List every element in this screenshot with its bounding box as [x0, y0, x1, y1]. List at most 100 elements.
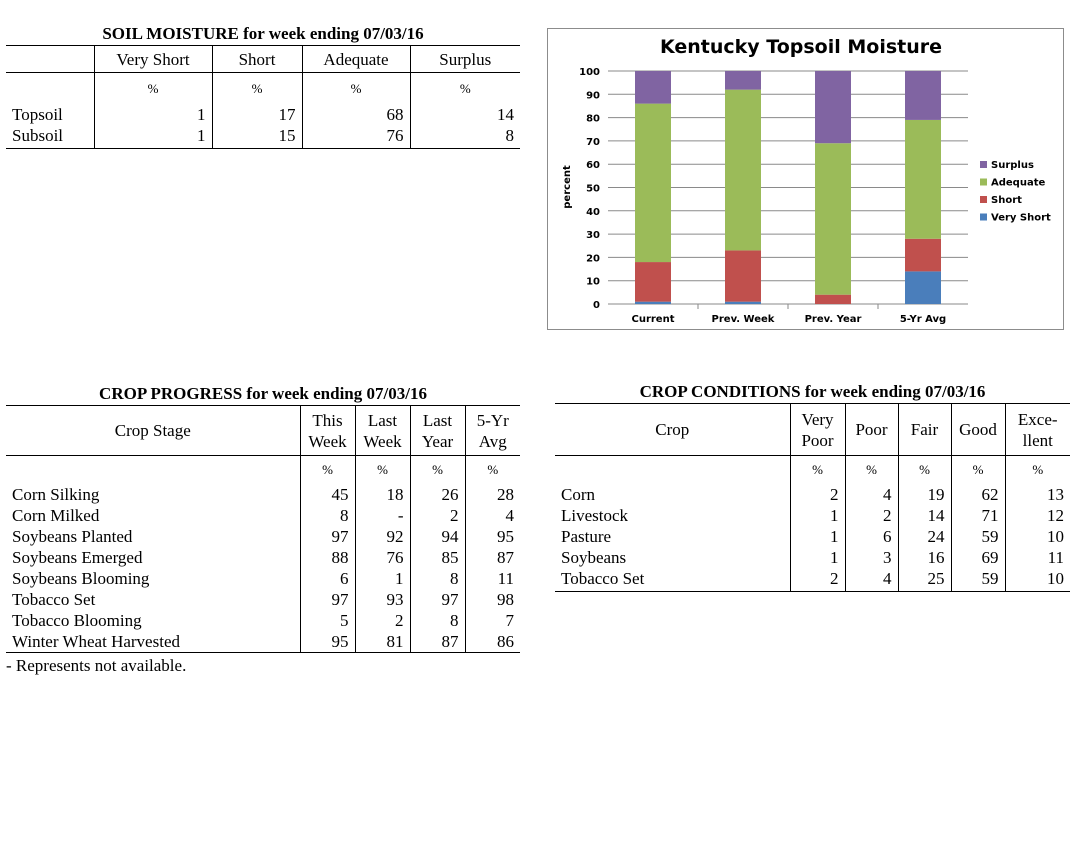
bar-segment-adequate: [635, 103, 671, 263]
cell-value: 4: [844, 567, 898, 592]
cell-value: 10: [1004, 525, 1070, 547]
cell-value: 2: [789, 483, 845, 505]
cell-value: 95: [299, 630, 355, 652]
chart-y-axis-label: percent: [562, 165, 573, 209]
cell-value: 1: [789, 504, 845, 526]
unit-label: %: [93, 72, 212, 104]
x-tick-label: Prev. Week: [712, 314, 775, 325]
legend-swatch: [980, 213, 987, 221]
y-tick-label: 60: [586, 160, 600, 171]
col-header-fair: Fair: [897, 403, 951, 456]
cell-value: 1: [789, 525, 845, 547]
y-tick-label: 90: [586, 90, 600, 101]
table-row: Soybeans Emerged 88 76 85 87: [6, 546, 520, 568]
x-tick-label: Prev. Year: [805, 314, 862, 325]
bar-segment-very-short: [725, 301, 761, 304]
crop-progress-table: Crop Stage This Week Last Week Last Year 5-…: [6, 405, 520, 653]
table-row: Livestock 1 2 14 71 12: [555, 504, 1070, 526]
cell-value: 1: [789, 546, 845, 568]
cell-value: 7: [464, 609, 520, 631]
row-label: Soybeans Planted: [12, 526, 133, 546]
legend-swatch: [980, 178, 987, 186]
table-row: Corn 2 4 19 62 13: [555, 483, 1070, 505]
table-row: Soybeans 1 3 16 69 11: [555, 546, 1070, 568]
table-row: Corn Milked 8-2 4: [6, 504, 520, 526]
cell-value: 88: [299, 546, 355, 568]
cell-value: 13: [1004, 483, 1070, 505]
col-header-short: Short: [211, 45, 302, 73]
legend-label: Surplus: [991, 160, 1034, 171]
bar-segment-short: [635, 262, 671, 302]
unit-label: %: [409, 72, 520, 104]
row-label: Soybeans Blooming: [12, 568, 150, 588]
cell-value: 59: [950, 525, 1005, 547]
y-tick-label: 10: [586, 277, 600, 288]
soil-moisture-table: Very Short Short Adequate Surplus % % % …: [6, 45, 520, 149]
cell-value: 28: [464, 483, 520, 505]
bar-segment-very-short: [905, 271, 941, 304]
col-header-this-week: This Week: [299, 405, 355, 456]
soil-moisture-title: SOIL MOISTURE for week ending 07/03/16: [102, 24, 424, 43]
cell-value: 45: [299, 483, 355, 505]
topsoil-moisture-chart: Kentucky Topsoil Moisture percent 0 10 20 3…: [547, 28, 1064, 330]
cell-value: 26: [409, 483, 465, 505]
crop-conditions-section: CROP CONDITIONS for week ending 07/03/16…: [555, 382, 1070, 592]
cell-value: 25: [897, 567, 951, 592]
row-label: Tobacco Set: [12, 589, 96, 609]
y-tick-label: 100: [579, 67, 600, 78]
row-label: Tobacco Blooming: [12, 610, 142, 630]
row-label: Subsoil: [12, 125, 64, 145]
cell-value: 12: [1004, 504, 1070, 526]
cell-value: 59: [950, 567, 1005, 592]
bar-segment-adequate: [815, 143, 851, 295]
cell-value: 4: [844, 483, 898, 505]
bar-segment-surplus: [635, 71, 671, 104]
bar-segment-surplus: [725, 71, 761, 90]
row-label: Livestock: [561, 505, 629, 525]
row-label: Topsoil: [12, 104, 63, 124]
cell-value: 92: [354, 525, 410, 547]
crop-conditions-title: CROP CONDITIONS for week ending 07/03/16: [639, 382, 986, 401]
cell-value: 14: [897, 504, 951, 526]
cell-value: 18: [354, 483, 410, 505]
cell-value: 1: [93, 103, 212, 125]
crop-progress-section: CROP PROGRESS for week ending 07/03/16 C…: [6, 384, 520, 676]
legend-swatch: [980, 196, 987, 203]
unit-label: %: [844, 455, 898, 484]
cell-value: 14: [409, 103, 520, 125]
bar-segment-adequate: [905, 119, 941, 239]
cell-value: 2: [409, 504, 465, 526]
y-tick-label: 40: [586, 207, 600, 218]
row-label: Corn Milked: [12, 505, 100, 525]
y-tick-label: 70: [586, 137, 600, 148]
row-label: Soybeans: [561, 547, 627, 567]
col-header-good: Good: [950, 403, 1005, 456]
cell-value: 68: [301, 103, 410, 125]
table-row: Soybeans Blooming 6 1 8 11: [6, 567, 520, 589]
row-label: Winter Wheat Harvested: [12, 631, 180, 651]
cell-value: 19: [897, 483, 951, 505]
table-row: Topsoil 1 17 68 14: [6, 103, 520, 125]
table-row: Tobacco Set 97 93 97 98: [6, 588, 520, 610]
cell-value: 8: [409, 567, 465, 589]
bar-segment-short: [905, 238, 941, 272]
bar-segment-adequate: [725, 89, 761, 251]
unit-label: %: [789, 455, 845, 484]
y-tick-label: 80: [586, 114, 600, 125]
cell-value: 17: [211, 103, 302, 125]
cell-value: 95: [464, 525, 520, 547]
cell-value: 3: [844, 546, 898, 568]
cell-value: 94: [409, 525, 465, 547]
table-row: Tobacco Set 2 4 25 59 10: [555, 567, 1070, 592]
chart-svg: Kentucky Topsoil Moisture percent 0 10 20 3…: [562, 36, 1051, 325]
cell-value: 2: [844, 504, 898, 526]
row-label: Corn: [561, 484, 595, 504]
cell-value: 8: [299, 504, 355, 526]
cell-value: 87: [464, 546, 520, 568]
table-row: Corn Silking 45 18 26 28: [6, 483, 520, 505]
bar-segment-short: [725, 250, 761, 302]
cell-value: 6: [299, 567, 355, 589]
col-header-very-poor: Very Poor: [789, 403, 845, 456]
y-tick-label: 30: [586, 230, 600, 241]
bar-segment-surplus: [905, 71, 941, 120]
